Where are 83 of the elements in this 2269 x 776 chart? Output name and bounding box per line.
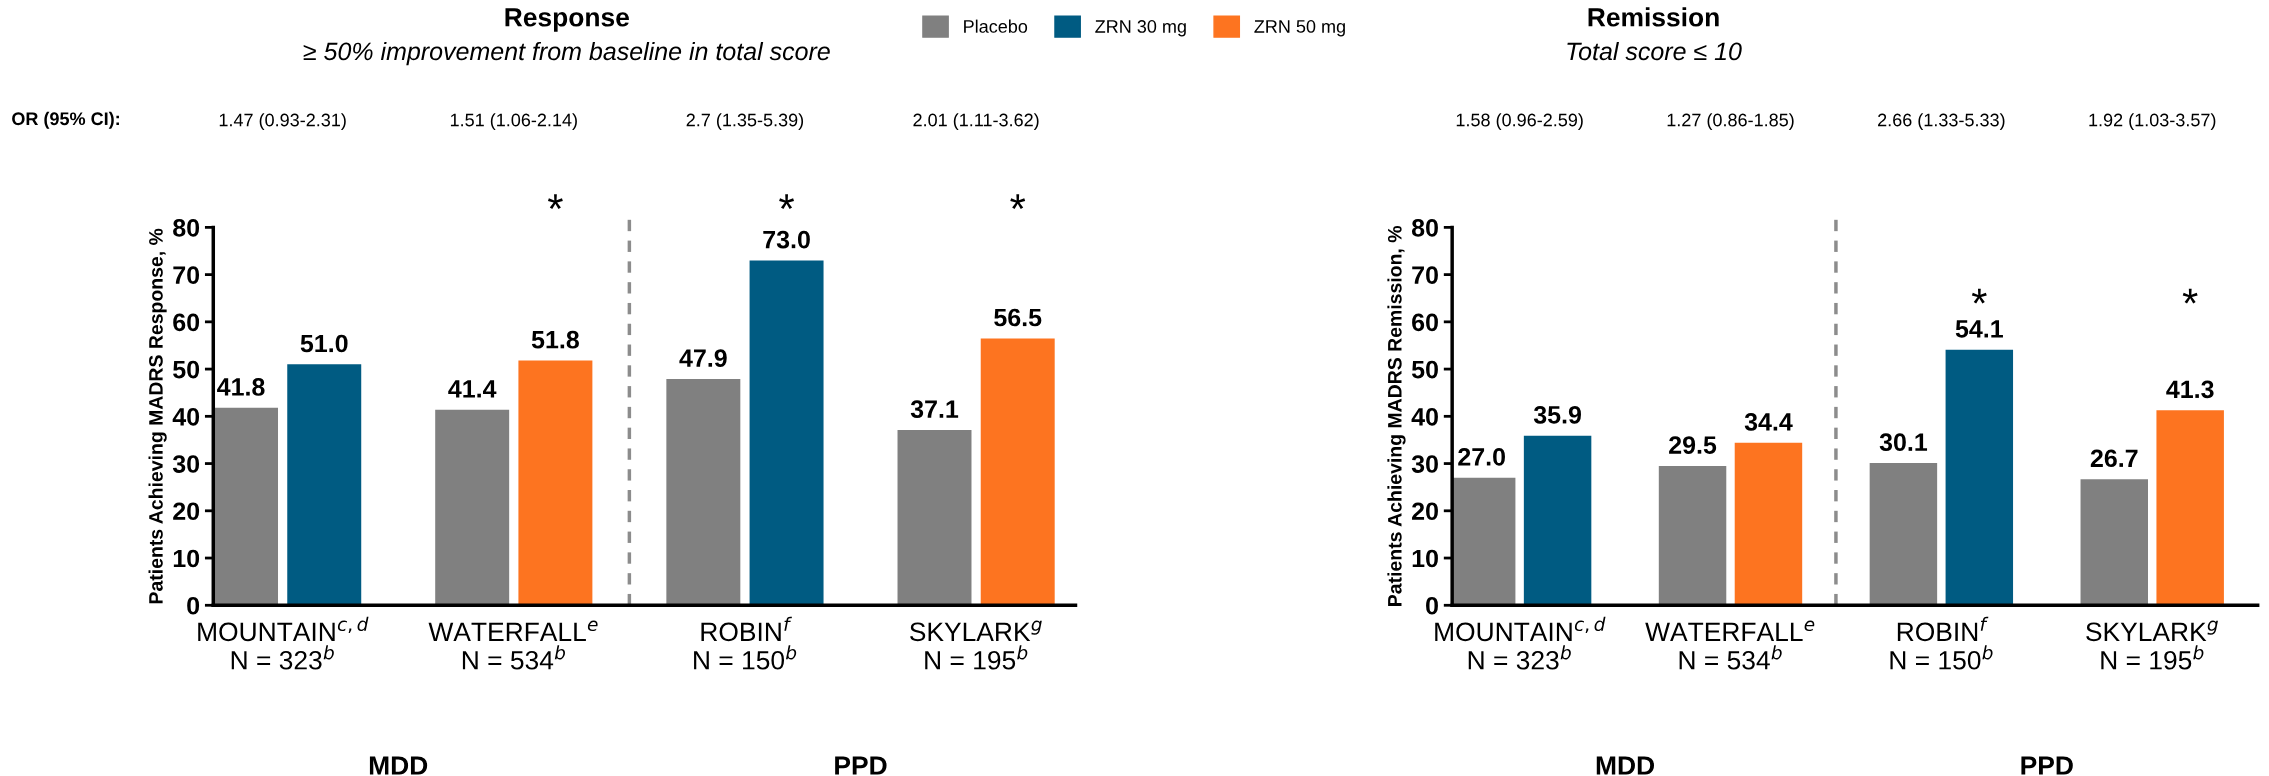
text: MDD bbox=[1596, 756, 1655, 775]
text: PPD bbox=[2021, 756, 2073, 775]
bar bbox=[1945, 349, 2014, 606]
bar bbox=[1734, 442, 1803, 606]
y-tick-label: 30 bbox=[1411, 455, 1438, 473]
category-label: WATERFALL$^{e}$ N = 534$^{b}$ bbox=[428, 620, 598, 670]
y-tick-label: 80 bbox=[1411, 218, 1438, 237]
data-label: 47.9 bbox=[679, 349, 727, 367]
bar bbox=[980, 338, 1055, 606]
category-label: MOUNTAIN$^{c,d}$ N = 323$^{b}$ bbox=[198, 616, 369, 670]
bar bbox=[1869, 463, 1938, 606]
y-tick-label: 0 bbox=[187, 596, 200, 615]
chart-title: Response bbox=[505, 8, 629, 32]
bar bbox=[2156, 410, 2224, 606]
chart-subtitle: Total score ≤ 10 bbox=[1567, 41, 1742, 61]
bar bbox=[518, 360, 593, 606]
y-tick-label: 80 bbox=[173, 218, 200, 237]
annotation: * bbox=[2182, 288, 2198, 304]
category-label: SKYLARK$^{g}$ N = 195$^{b}$ bbox=[2086, 620, 2218, 670]
bar bbox=[1658, 465, 1727, 606]
data-label: 29.5 bbox=[1669, 436, 1717, 454]
text: 2.66 (1.33-5.33) bbox=[1878, 113, 2005, 130]
data-label: 34.4 bbox=[1744, 413, 1793, 431]
bar bbox=[666, 379, 741, 606]
bar bbox=[749, 260, 824, 606]
text: 2.01 (1.11-3.62) bbox=[913, 113, 1039, 130]
y-tick-label: 30 bbox=[172, 455, 200, 473]
data-label: 51.0 bbox=[300, 334, 348, 353]
text: * bbox=[547, 194, 563, 209]
y-tick-label: 70 bbox=[1412, 266, 1438, 284]
y-tick-label: 40 bbox=[1411, 407, 1438, 426]
category-label: SKYLARK$^{g}$ N = 195$^{b}$ bbox=[910, 620, 1042, 670]
data-label: 41.3 bbox=[2166, 380, 2214, 399]
y-tick-label: 40 bbox=[172, 407, 200, 426]
text: 1.27 (0.86-1.85) bbox=[1667, 113, 1794, 130]
data-label: 51.8 bbox=[531, 330, 579, 349]
data-label: 37.1 bbox=[910, 400, 959, 419]
bar bbox=[897, 430, 972, 606]
y-tick-label: 10 bbox=[1412, 549, 1438, 568]
data-label: 41.4 bbox=[448, 380, 497, 398]
y-tick-label: 50 bbox=[173, 360, 200, 379]
text: 1.51 (1.06-2.14) bbox=[450, 113, 577, 130]
category-label: MOUNTAIN$^{c,d}$ N = 323$^{b}$ bbox=[1435, 616, 1606, 670]
y-tick-label: 20 bbox=[173, 502, 200, 521]
y-tick-label: 60 bbox=[173, 313, 200, 332]
y-axis-title: Patients Achieving MADRS Response, % bbox=[148, 228, 167, 604]
text: MDD bbox=[369, 756, 428, 775]
text: 1.58 (0.96-2.59) bbox=[1456, 113, 1583, 130]
bar bbox=[2080, 479, 2149, 606]
data-label: 54.1 bbox=[1955, 320, 2003, 338]
data-label: 41.8 bbox=[217, 378, 265, 396]
bar bbox=[1523, 435, 1592, 606]
chart-title: Remission bbox=[1588, 7, 1719, 27]
x-tick-label: ROBIN$^{f}$ N = 150$^{b}$ bbox=[694, 616, 797, 670]
y-tick-label: 50 bbox=[1411, 360, 1438, 379]
text: * bbox=[779, 194, 795, 209]
y-axis-title: Patients Achieving MADRS Remission, % bbox=[1387, 225, 1406, 606]
y-tick-label: 20 bbox=[1412, 502, 1438, 521]
data-label: 56.5 bbox=[994, 308, 1042, 327]
data-label: 30.1 bbox=[1879, 433, 1928, 452]
y-tick-label: 10 bbox=[173, 549, 200, 568]
text: 2.7 (1.35-5.39) bbox=[686, 113, 804, 130]
text: 1.92 (1.03-3.57) bbox=[2089, 113, 2216, 130]
annotation: * bbox=[1971, 288, 1987, 304]
data-label: 26.7 bbox=[2090, 449, 2138, 468]
text: PPD bbox=[835, 756, 887, 775]
bar bbox=[435, 409, 510, 606]
y-tick-label: 0 bbox=[1426, 596, 1438, 615]
text: OR (95% CI): bbox=[12, 111, 119, 129]
category-label: WATERFALL$^{e}$ N = 534$^{b}$ bbox=[1645, 620, 1815, 670]
chart-subtitle: ≥ 50% improvement from baseline in total score bbox=[303, 41, 830, 66]
x-tick-label: ROBIN$^{f}$ N = 150$^{b}$ bbox=[1890, 616, 1993, 670]
data-label: 35.9 bbox=[1533, 405, 1581, 424]
data-label: 73.0 bbox=[763, 230, 810, 249]
legend-label: Placebo bbox=[964, 19, 1028, 33]
y-tick-label: 60 bbox=[1412, 313, 1438, 332]
legend-label: ZRN 30 mg bbox=[1095, 20, 1186, 37]
bar bbox=[287, 364, 362, 606]
legend-label: ZRN 50 mg bbox=[1254, 20, 1345, 37]
data-label: 27.0 bbox=[1458, 448, 1505, 466]
text: * bbox=[1010, 194, 1026, 209]
text: 1.47 (0.93-2.31) bbox=[219, 113, 346, 130]
y-tick-label: 70 bbox=[173, 266, 200, 284]
